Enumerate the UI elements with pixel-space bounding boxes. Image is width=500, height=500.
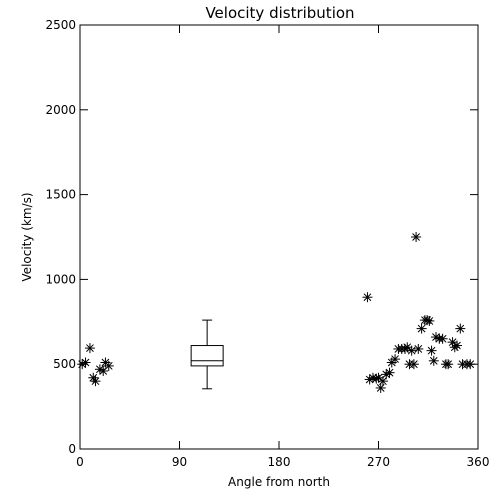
x-tick-label: 0 [76, 455, 84, 469]
data-point [451, 340, 462, 351]
data-point [402, 342, 413, 353]
chart-title: Velocity distribution [205, 4, 354, 22]
data-point [80, 357, 91, 368]
x-tick-label: 270 [367, 455, 390, 469]
data-point [465, 359, 476, 370]
y-tick-label: 0 [68, 442, 76, 456]
data-point [103, 360, 114, 371]
y-tick-label: 2500 [45, 18, 76, 32]
x-axis-label: Angle from north [228, 475, 330, 489]
data-point [443, 359, 454, 370]
data-point [411, 232, 422, 242]
y-tick-label: 1500 [45, 188, 76, 202]
x-tick-label: 180 [268, 455, 291, 469]
data-point [384, 367, 395, 378]
data-point [377, 376, 388, 387]
boxplot-box [190, 345, 224, 367]
axis-ticks: 0 90 180 270 360 0 500 1000 1500 2000 2500 [45, 18, 489, 469]
data-point [84, 343, 95, 354]
data-point [413, 343, 424, 354]
y-tick-label: 500 [53, 357, 76, 371]
data-point [416, 323, 427, 334]
x-tick-label: 90 [172, 455, 187, 469]
data-point [428, 355, 439, 366]
data-point [455, 323, 466, 334]
x-tick-label: 360 [467, 455, 490, 469]
data-point [437, 333, 448, 344]
data-point [408, 359, 419, 370]
data-point [375, 382, 386, 393]
y-axis-label: Velocity (km/s) [20, 192, 34, 281]
data-point [390, 354, 401, 365]
y-tick-label: 2000 [45, 103, 76, 117]
boxplot [190, 319, 224, 390]
y-tick-label: 1000 [45, 272, 76, 286]
data-point [426, 345, 437, 356]
data-point [406, 345, 417, 356]
data-point [362, 292, 373, 303]
data-point [90, 376, 101, 387]
data-point [424, 315, 435, 326]
data-points [77, 232, 476, 393]
